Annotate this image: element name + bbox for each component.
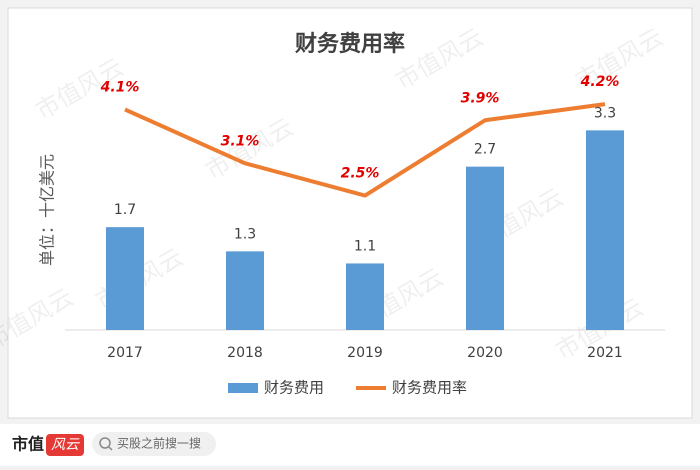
bar — [226, 251, 264, 330]
bar — [586, 130, 624, 330]
bar — [346, 263, 384, 330]
x-tick-label: 2021 — [587, 345, 623, 361]
x-tick-label: 2018 — [227, 345, 263, 361]
legend-label: 财务费用率 — [392, 379, 467, 397]
line-value-label: 4.1% — [100, 80, 140, 96]
logo-accent-box — [46, 434, 84, 456]
x-tick-label: 2019 — [347, 345, 383, 361]
search-box[interactable] — [92, 432, 216, 456]
legend-swatch — [228, 383, 258, 393]
line-value-label: 2.5% — [341, 166, 380, 182]
logo-main: 市值 — [12, 435, 44, 454]
x-tick-label: 2020 — [467, 345, 503, 361]
line-value-label: 4.2% — [580, 74, 620, 90]
bar — [106, 227, 144, 330]
bar-value-label: 3.3 — [594, 105, 616, 121]
line-value-label: 3.1% — [221, 133, 260, 149]
bar-value-label: 1.1 — [354, 238, 376, 254]
chart-title: 财务费用率 — [295, 31, 405, 57]
search-placeholder[interactable]: 买股之前搜一搜 — [117, 436, 201, 451]
line-value-label: 3.9% — [461, 90, 500, 106]
legend-label: 财务费用 — [264, 379, 324, 397]
plot: 2017 2018 2019 2020 2021 1.7 1.3 1.1 2.7 3.3 4.1% 3… — [65, 74, 665, 397]
bar-value-label: 2.7 — [474, 142, 496, 158]
logo-accent: 风云 — [51, 437, 80, 453]
bar-value-label: 1.3 — [234, 226, 256, 242]
bar — [466, 166, 504, 330]
search-icon — [99, 437, 111, 449]
bar-value-label: 1.7 — [114, 202, 136, 218]
search-icon-handle — [108, 446, 113, 451]
line — [124, 102, 606, 198]
x-tick-label: 2017 — [107, 345, 143, 361]
chart-card — [7, 7, 693, 419]
y-axis-label: 单位：十亿美元 — [38, 154, 57, 266]
